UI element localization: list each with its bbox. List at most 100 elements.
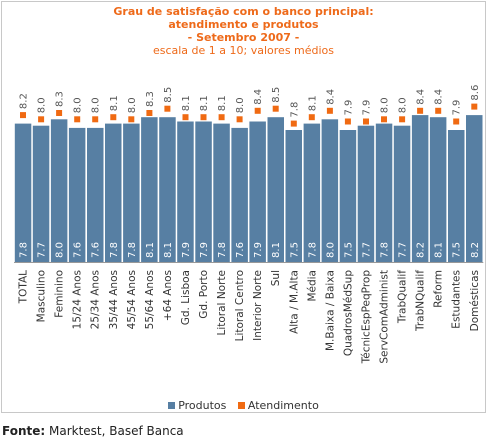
- bar-produtos-m-baixa-baixa: [321, 119, 339, 262]
- chart-title: Grau de satisfação com o banco principal…: [0, 5, 487, 44]
- chart-title-line-3: - Setembro 2007 -: [187, 31, 300, 44]
- category-label-trabnqualif: TrabNQualif: [415, 270, 427, 332]
- point-atendimento-tecnicesppeqprop: [363, 118, 369, 125]
- data-label-atendimento-15-24-anos: 8.0: [73, 97, 84, 113]
- bar-produtos-domesticas: [466, 115, 483, 262]
- category-label-masculino: Masculino: [36, 270, 48, 322]
- data-label-produtos-trabqualif: 7.7: [398, 242, 409, 258]
- category-label-45-54-anos: 45/54 Anos: [126, 270, 138, 329]
- category-label-interior-norte: Interior Norte: [252, 270, 264, 341]
- data-label-produtos-64-anos: 8.1: [163, 242, 174, 258]
- data-label-atendimento-domesticas: 8.6: [470, 85, 481, 101]
- category-label-alta-m-alta: Alta / M.Alta: [288, 270, 300, 334]
- point-atendimento-m-baixa-baixa: [326, 107, 333, 114]
- point-atendimento-quadrosmedsup: [344, 118, 351, 125]
- point-atendimento-45-54-anos: [128, 116, 135, 123]
- category-label-gd-porto: Gd. Porto: [198, 270, 210, 319]
- bar-produtos-gd-porto: [195, 121, 212, 262]
- point-atendimento-15-24-anos: [74, 116, 81, 123]
- data-label-atendimento-64-anos: 8.5: [163, 87, 174, 103]
- category-label-trabqualif: TrabQualif: [397, 270, 409, 324]
- category-label-quadrosmedsup: QuadrosMédSup: [342, 270, 354, 357]
- category-label-m-baixa-baixa: M.Baixa / Baixa: [324, 270, 336, 351]
- bar-produtos-64-anos: [159, 117, 176, 262]
- data-label-atendimento-trabqualif: 8.0: [398, 97, 409, 113]
- legend-label-atendimento: Atendimento: [247, 398, 319, 412]
- bar-produtos-litoral-centro: [231, 127, 248, 263]
- data-label-produtos-estudantes: 7.5: [452, 242, 463, 258]
- data-label-produtos-quadrosmedsup: 7.5: [343, 242, 354, 258]
- point-atendimento-trabnqualif: [417, 107, 424, 114]
- bar-produtos-25-34-anos: [87, 127, 104, 263]
- data-label-atendimento-55-64-anos: 8.3: [145, 91, 156, 107]
- point-atendimento-35-44-anos: [110, 114, 117, 121]
- category-label-servcomadminist: ServComAdminist: [379, 270, 391, 364]
- data-label-atendimento-35-44-anos: 8.1: [109, 95, 120, 111]
- source-note: Fonte: Marktest, Basef Banca: [2, 424, 184, 438]
- data-label-produtos-total: 7.8: [19, 242, 30, 258]
- category-label-15-24-anos: 15/24 Anos: [72, 270, 84, 329]
- data-label-produtos-35-44-anos: 7.8: [109, 242, 120, 258]
- bar-produtos-55-64-anos: [141, 117, 158, 262]
- point-atendimento-55-64-anos: [146, 110, 153, 116]
- chart-title-line-1: Grau de satisfação com o banco principal…: [113, 5, 374, 18]
- bar-produtos-sul: [267, 117, 284, 262]
- point-atendimento-reform: [435, 107, 442, 114]
- data-label-atendimento-alta-m-alta: 7.8: [289, 102, 300, 118]
- data-label-atendimento-reform: 8.4: [434, 89, 445, 105]
- bar-produtos-estudantes: [448, 130, 465, 262]
- data-label-atendimento-quadrosmedsup: 7.9: [343, 100, 354, 116]
- category-label-gd-lisboa: Gd. Lisboa: [180, 270, 192, 325]
- data-label-atendimento-total: 8.2: [19, 93, 30, 109]
- point-atendimento-litoral-centro: [236, 116, 243, 123]
- point-atendimento-sul: [272, 105, 279, 112]
- source-label: Fonte:: [2, 424, 46, 438]
- data-label-produtos-sul: 8.1: [271, 242, 282, 258]
- data-label-atendimento-sul: 8.5: [271, 87, 282, 103]
- data-label-produtos-25-34-anos: 7.6: [91, 242, 102, 258]
- bar-produtos-35-44-anos: [105, 123, 122, 262]
- category-label-media: Média: [306, 270, 318, 302]
- data-label-produtos-trabnqualif: 8.2: [416, 242, 427, 258]
- data-label-produtos-domesticas: 8.2: [470, 242, 481, 258]
- chart-title-line-2: atendimento e produtos: [168, 18, 319, 31]
- bar-produtos-alta-m-alta: [285, 130, 302, 262]
- category-label-estudantes: Estudantes: [451, 270, 463, 329]
- data-label-atendimento-estudantes: 7.9: [452, 100, 463, 116]
- legend-item-atendimento: Atendimento: [237, 398, 319, 412]
- legend-item-produtos: Produtos: [168, 399, 226, 412]
- bar-produtos-total: [14, 123, 32, 262]
- bar-produtos-trabqualif: [393, 125, 411, 262]
- bar-produtos-litoral-norte: [213, 123, 230, 262]
- bar-produtos-servcomadminist: [375, 123, 393, 262]
- legend-swatch-produtos: [168, 402, 176, 409]
- data-label-atendimento-servcomadminist: 8.0: [380, 97, 391, 113]
- bar-produtos-gd-lisboa: [177, 121, 194, 262]
- category-label-litoral-centro: Litoral Centro: [234, 270, 246, 341]
- chart-subtitle: escala de 1 a 10; valores médios: [152, 44, 335, 57]
- legend-label-produtos: Produtos: [178, 398, 227, 412]
- point-atendimento-servcomadminist: [381, 116, 387, 123]
- data-label-atendimento-media: 8.1: [307, 95, 318, 111]
- point-atendimento-trabqualif: [399, 116, 406, 123]
- bar-produtos-feminino: [50, 119, 68, 262]
- data-label-produtos-reform: 8.1: [434, 242, 445, 258]
- legend-swatch-atendimento: [237, 402, 245, 409]
- data-label-atendimento-m-baixa-baixa: 8.4: [325, 89, 336, 105]
- point-atendimento-interior-norte: [254, 107, 261, 114]
- category-label-35-44-anos: 35/44 Anos: [108, 270, 120, 329]
- category-label-reform: Reform: [433, 270, 445, 308]
- category-label-total: TOTAL: [18, 270, 30, 304]
- category-label-tecnicesppeqprop: TécnicEspPeqProp: [361, 270, 373, 365]
- category-label-domesticas: Domésticas: [469, 270, 481, 331]
- data-label-produtos-litoral-centro: 7.6: [235, 242, 246, 258]
- bar-produtos-reform: [429, 117, 447, 262]
- bar-produtos-interior-norte: [249, 121, 266, 262]
- point-atendimento-64-anos: [164, 105, 171, 112]
- data-label-produtos-litoral-norte: 7.8: [217, 242, 228, 258]
- data-label-produtos-tecnicesppeqprop: 7.7: [362, 242, 373, 258]
- data-label-produtos-gd-lisboa: 7.9: [181, 242, 192, 258]
- bar-produtos-quadrosmedsup: [339, 130, 357, 262]
- data-label-produtos-masculino: 7.7: [37, 242, 48, 258]
- category-label-feminino: Feminino: [54, 270, 66, 318]
